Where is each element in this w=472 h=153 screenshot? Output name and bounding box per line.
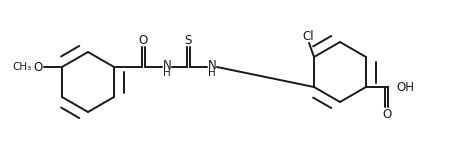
Text: S: S — [185, 34, 192, 47]
Text: O: O — [382, 108, 391, 121]
Text: H: H — [208, 68, 216, 78]
Text: H: H — [163, 68, 171, 78]
Text: O: O — [139, 34, 148, 47]
Text: N: N — [208, 58, 216, 71]
Text: CH₃: CH₃ — [13, 62, 32, 72]
Text: Cl: Cl — [302, 30, 314, 43]
Text: N: N — [163, 58, 171, 71]
Text: OH: OH — [396, 80, 414, 93]
Text: O: O — [34, 60, 43, 73]
